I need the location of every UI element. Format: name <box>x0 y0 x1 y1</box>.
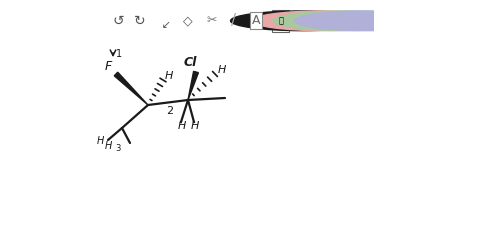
Text: 3: 3 <box>115 144 120 153</box>
Circle shape <box>295 11 438 31</box>
Text: ◇: ◇ <box>183 14 193 27</box>
Text: F: F <box>104 59 112 73</box>
Text: 2: 2 <box>167 106 174 116</box>
Text: H: H <box>178 121 186 131</box>
Polygon shape <box>114 72 148 105</box>
Text: H: H <box>105 141 112 151</box>
Text: Cl: Cl <box>183 56 197 70</box>
Polygon shape <box>188 71 198 100</box>
FancyBboxPatch shape <box>272 10 289 33</box>
Text: 1: 1 <box>116 49 122 59</box>
Text: 🖼: 🖼 <box>278 16 283 25</box>
Circle shape <box>230 11 374 31</box>
Text: ↗: ↗ <box>159 16 168 26</box>
Text: H: H <box>97 136 104 146</box>
Text: /: / <box>231 13 236 28</box>
Text: A: A <box>252 14 260 27</box>
Text: ✂: ✂ <box>207 14 217 27</box>
Text: ↻: ↻ <box>134 14 146 28</box>
Text: H: H <box>218 65 227 75</box>
Text: ↺: ↺ <box>113 14 124 28</box>
Circle shape <box>252 11 396 31</box>
Text: H: H <box>191 121 199 131</box>
Circle shape <box>273 11 417 31</box>
Text: H: H <box>165 71 173 81</box>
